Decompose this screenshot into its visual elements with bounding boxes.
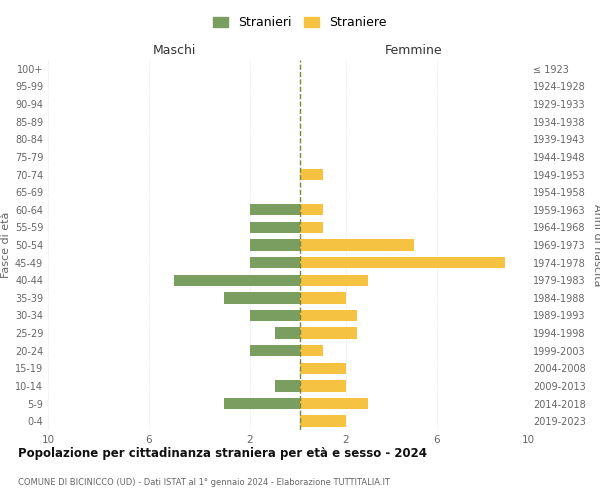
Bar [250, 204, 300, 216]
Bar [250, 257, 300, 268]
Text: COMUNE DI BICINICCO (UD) - Dati ISTAT al 1° gennaio 2024 - Elaborazione TUTTITAL: COMUNE DI BICINICCO (UD) - Dati ISTAT al… [18, 478, 390, 487]
Y-axis label: Anni di nascita: Anni di nascita [592, 204, 600, 286]
Bar [300, 257, 505, 268]
Bar [300, 240, 414, 250]
Bar [250, 310, 300, 321]
Bar [300, 345, 323, 356]
Bar [300, 169, 323, 180]
Y-axis label: Fasce di età: Fasce di età [1, 212, 11, 278]
Bar [300, 380, 346, 392]
Title: Maschi: Maschi [152, 44, 196, 58]
Bar [300, 328, 357, 339]
Bar [300, 416, 346, 427]
Bar [224, 398, 300, 409]
Bar [300, 362, 346, 374]
Bar [275, 328, 300, 339]
Bar [300, 204, 323, 216]
Bar [300, 310, 357, 321]
Title: Femmine: Femmine [385, 44, 443, 58]
Bar [250, 240, 300, 250]
Bar [250, 222, 300, 233]
Text: Popolazione per cittadinanza straniera per età e sesso - 2024: Popolazione per cittadinanza straniera p… [18, 448, 427, 460]
Bar [174, 274, 300, 286]
Bar [300, 222, 323, 233]
Bar [300, 292, 346, 304]
Bar [275, 380, 300, 392]
Bar [300, 274, 368, 286]
Legend: Stranieri, Straniere: Stranieri, Straniere [208, 11, 392, 34]
Bar [300, 398, 368, 409]
Bar [250, 345, 300, 356]
Bar [224, 292, 300, 304]
